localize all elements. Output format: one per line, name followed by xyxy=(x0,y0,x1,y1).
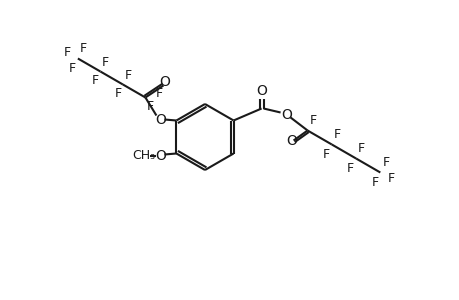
Text: F: F xyxy=(381,157,388,169)
Text: F: F xyxy=(92,74,99,87)
Text: O: O xyxy=(159,74,169,88)
Text: O: O xyxy=(155,112,166,127)
Text: F: F xyxy=(309,115,316,128)
Text: F: F xyxy=(357,142,364,155)
Text: F: F xyxy=(124,69,131,82)
Text: F: F xyxy=(146,100,154,113)
Text: F: F xyxy=(156,87,162,100)
Text: F: F xyxy=(101,56,109,69)
Text: F: F xyxy=(79,43,87,56)
Text: O: O xyxy=(256,83,266,98)
Text: O: O xyxy=(155,148,166,163)
Text: F: F xyxy=(69,61,76,74)
Text: F: F xyxy=(370,176,378,188)
Text: F: F xyxy=(346,161,353,175)
Text: O: O xyxy=(285,134,297,148)
Text: F: F xyxy=(322,148,329,160)
Text: F: F xyxy=(333,128,340,142)
Text: F: F xyxy=(64,46,71,59)
Text: F: F xyxy=(387,172,394,185)
Text: CH₃: CH₃ xyxy=(132,149,155,162)
Text: O: O xyxy=(280,107,291,122)
Text: F: F xyxy=(114,87,121,100)
